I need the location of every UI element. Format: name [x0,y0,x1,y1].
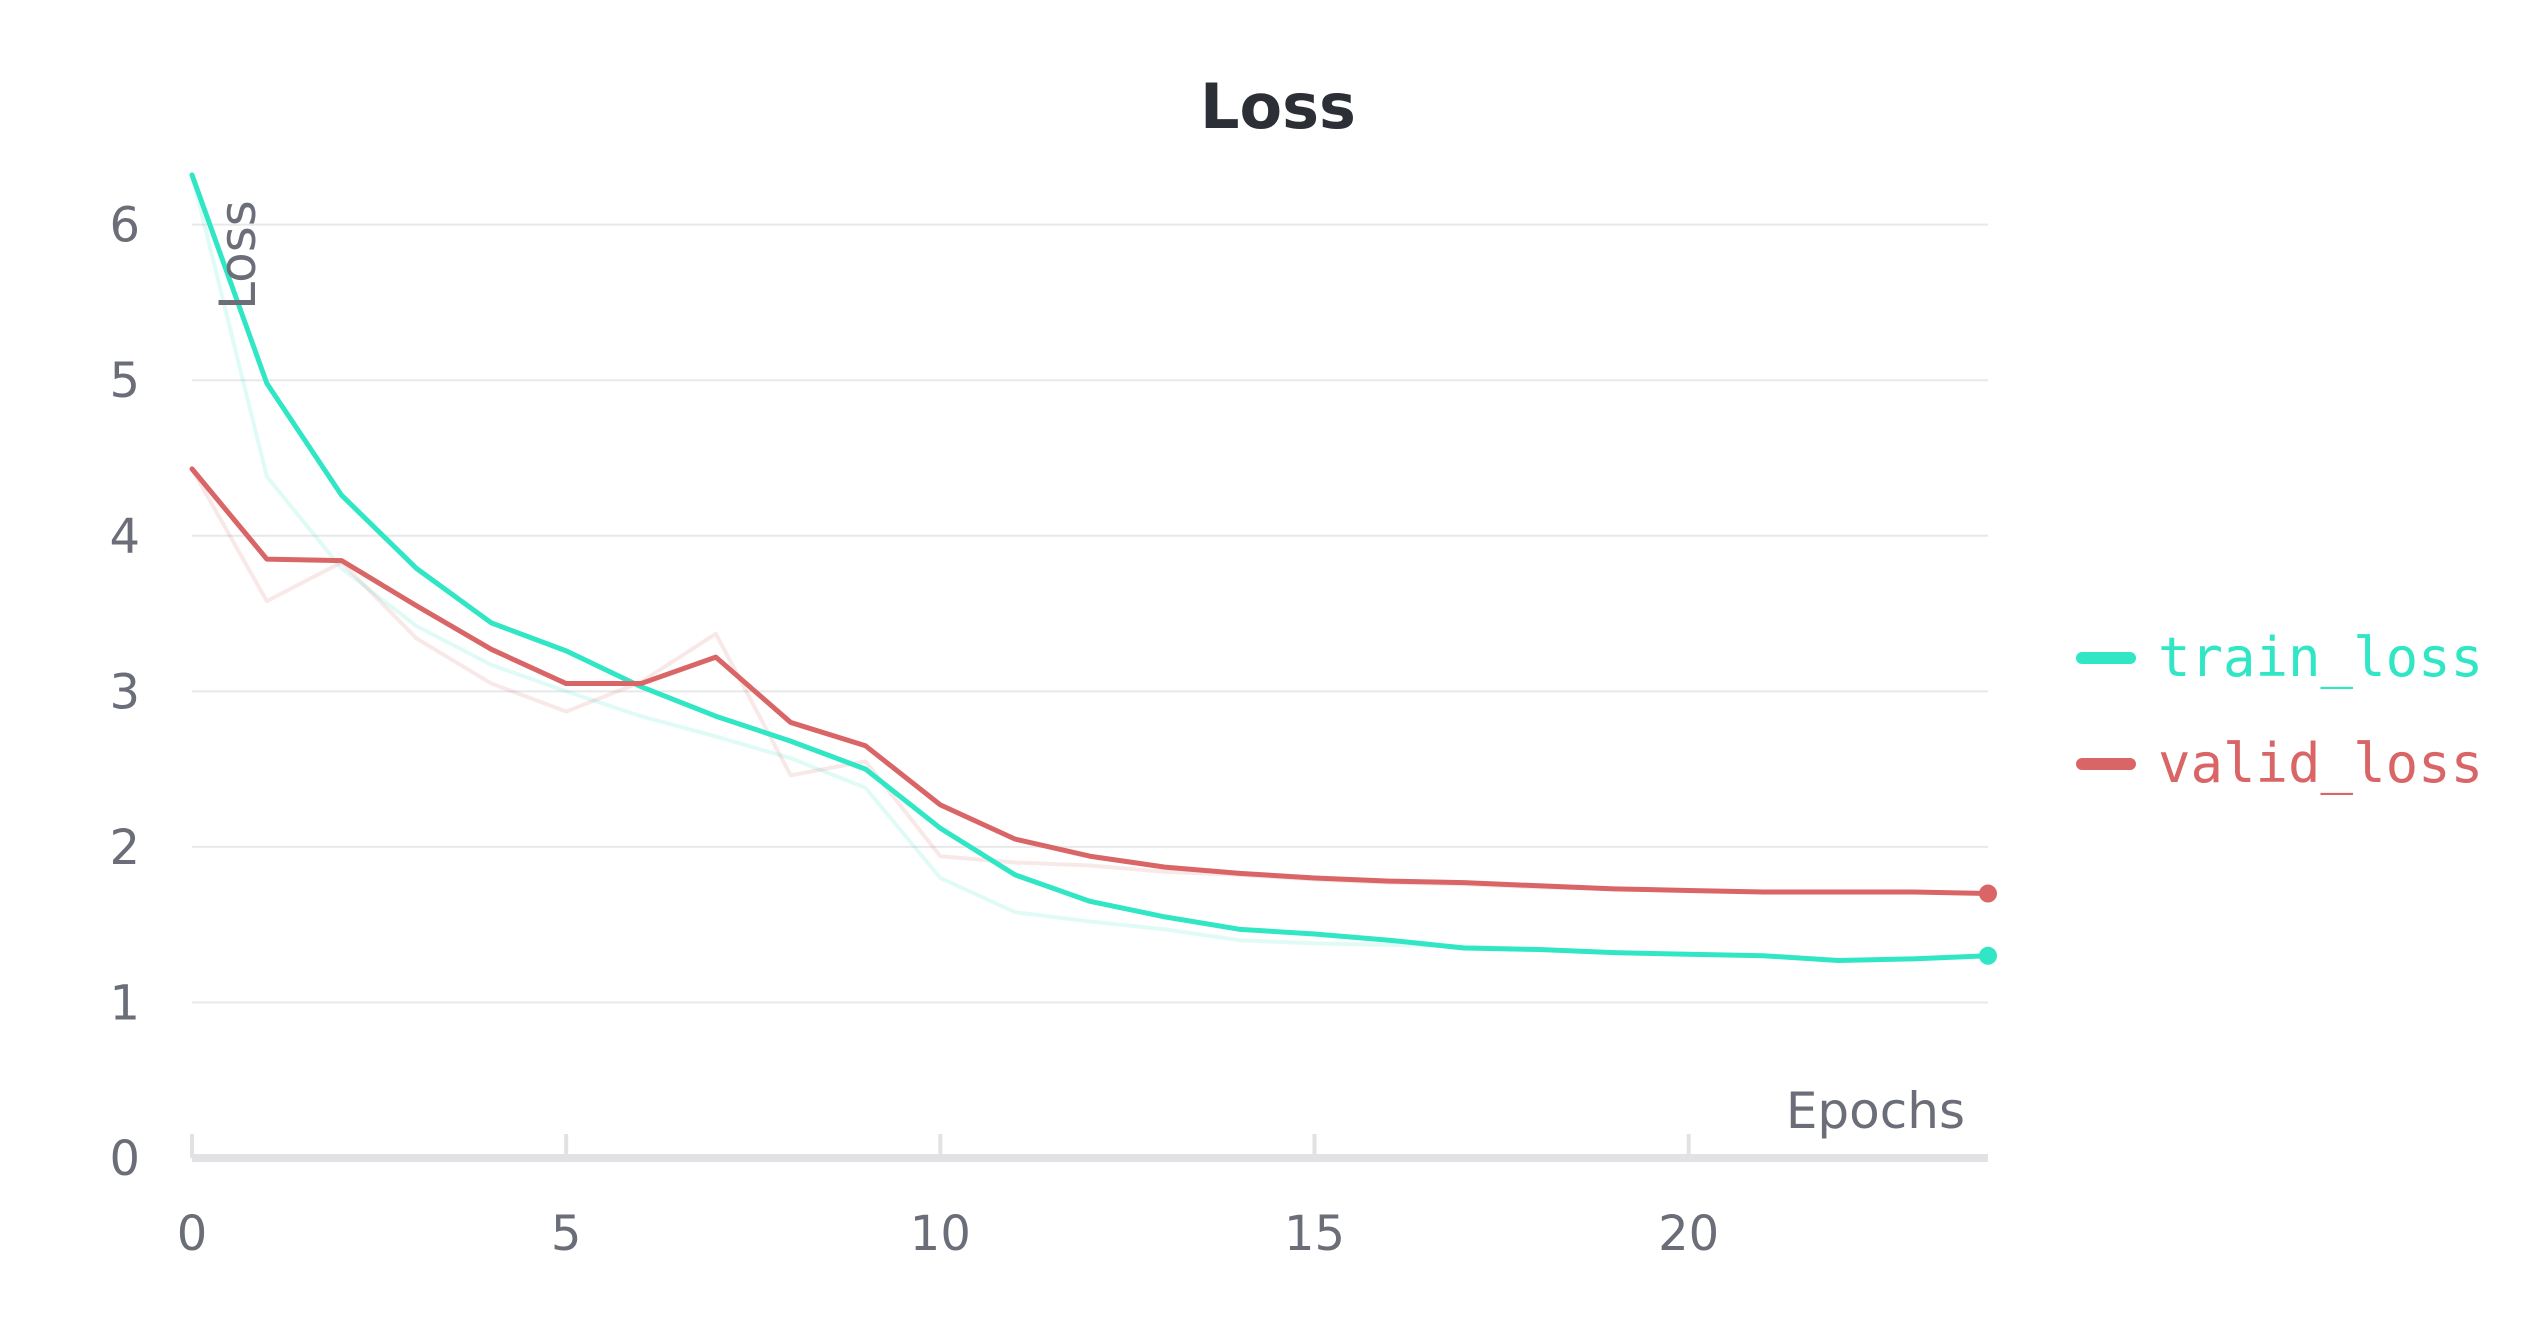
series-line [189,172,1991,963]
legend-label: train_loss [2158,626,2483,689]
y-tick-label: 5 [109,353,140,409]
y-tick-label: 4 [109,509,140,565]
series-layer [189,172,1997,965]
x-tick-label: 0 [177,1206,208,1262]
series-raw-line [190,467,1989,896]
y-tick-label: 0 [109,1131,140,1187]
x-axis-label: Epochs [1786,1082,1965,1140]
series-line [189,466,1991,897]
y-tick-label: 2 [109,820,140,876]
x-tick-label: 15 [1284,1206,1345,1262]
chart-title: Loss [1200,70,1356,143]
y-tick-label: 3 [109,664,140,720]
x-tick-label: 10 [910,1206,971,1262]
x-tick-label: 20 [1658,1206,1719,1262]
legend: train_loss valid_loss [2076,626,2483,795]
grid-lines [192,223,1988,1004]
y-axis-label: Loss [209,200,267,310]
series-end-point [1979,946,1997,965]
x-axis: 0 5 10 15 20 [177,1134,1988,1262]
y-tick-label: 1 [109,975,140,1031]
series-raw-line [190,174,1989,963]
series-end-point [1979,884,1997,903]
legend-label: valid_loss [2158,732,2483,795]
y-tick-label: 6 [109,198,140,254]
x-tick-label: 5 [551,1206,582,1262]
y-axis: 0 1 2 3 4 5 6 [109,198,140,1187]
